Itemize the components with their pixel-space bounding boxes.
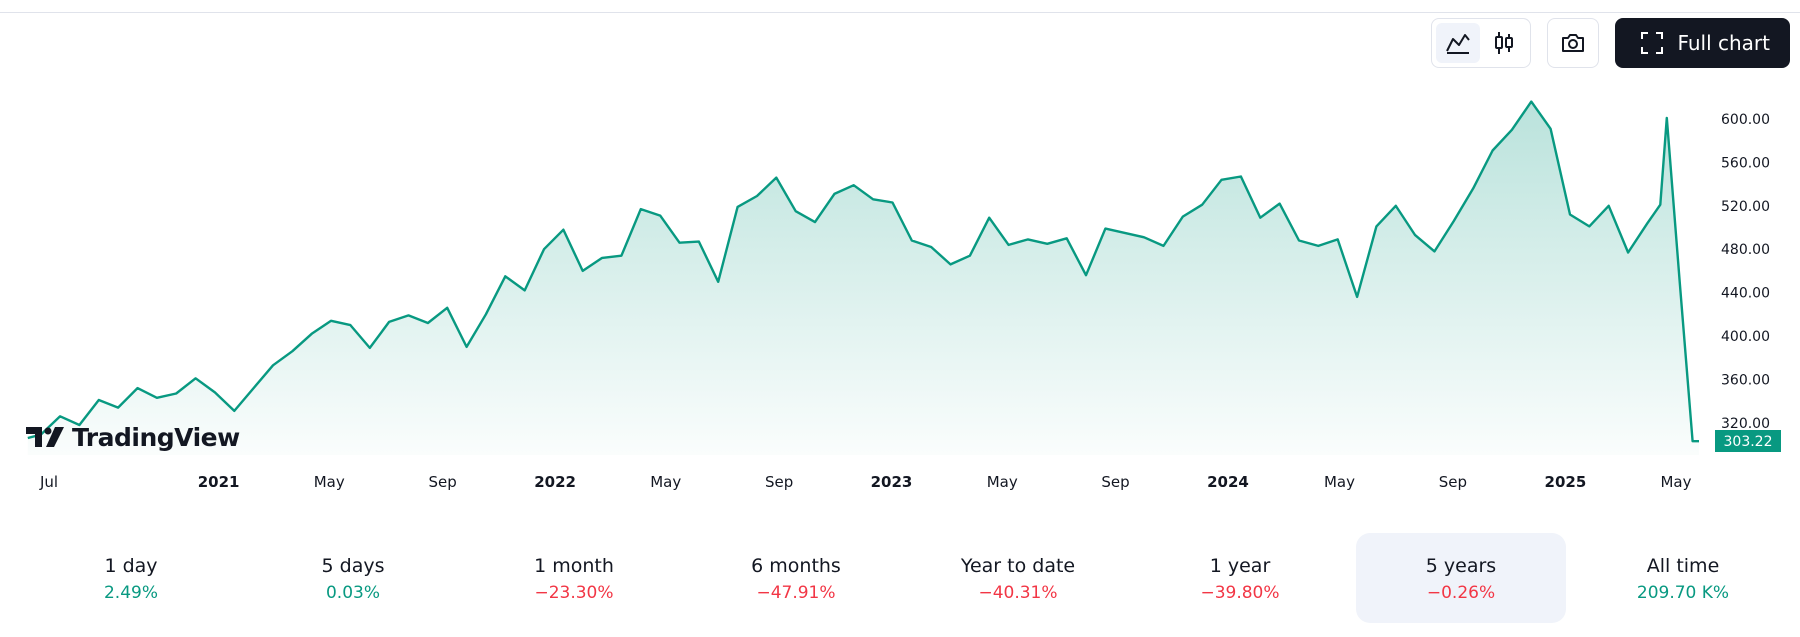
candlestick-icon — [1495, 32, 1514, 54]
current-price-label: 303.22 — [1724, 434, 1773, 450]
x-tick-label: May — [314, 473, 345, 491]
period-change-value: 209.70 K% — [1636, 583, 1730, 603]
y-tick-label: 440.00 — [1721, 286, 1770, 302]
period-label: 5 years — [1425, 555, 1497, 577]
chart-style-switch — [1431, 18, 1532, 68]
y-tick-label: 320.00 — [1721, 416, 1770, 432]
period-label: All time — [1646, 555, 1720, 577]
y-tick-label: 360.00 — [1721, 372, 1770, 388]
candlestick-chart-button[interactable] — [1482, 23, 1526, 63]
x-tick-label: 2023 — [871, 473, 913, 491]
period-year-to-date[interactable]: Year to date −40.31% — [913, 533, 1123, 623]
camera-icon — [1562, 34, 1585, 52]
tradingview-logo-text: TradingView — [72, 423, 240, 452]
chart-toolbar: Full chart — [1431, 18, 1790, 68]
y-tick-label: 520.00 — [1721, 199, 1770, 215]
period-all-time[interactable]: All time 209.70 K% — [1578, 533, 1788, 623]
top-divider — [0, 0, 1800, 13]
y-tick-label: 600.00 — [1721, 112, 1770, 128]
x-tick-label: May — [1324, 473, 1355, 491]
x-tick-label: 2022 — [534, 473, 576, 491]
period-1-day[interactable]: 1 day 2.49% — [26, 533, 236, 623]
x-tick-label: May — [1660, 473, 1691, 491]
period-change-value: −39.80% — [1200, 583, 1280, 603]
period-change-value: −40.31% — [978, 583, 1058, 603]
tradingview-logo[interactable]: TradingView — [26, 423, 240, 452]
period-change-value: −23.30% — [534, 583, 614, 603]
period-label: 1 day — [104, 555, 158, 577]
period-change-value: −47.91% — [756, 583, 836, 603]
period-label: 5 days — [321, 555, 385, 577]
period-change-value: 0.03% — [325, 583, 380, 603]
y-tick-label: 560.00 — [1721, 155, 1770, 171]
period-change-value: −0.26% — [1426, 583, 1496, 603]
period-change-value: 2.49% — [103, 583, 158, 603]
snapshot-button[interactable] — [1547, 18, 1600, 68]
full-chart-label: Full chart — [1677, 31, 1770, 55]
x-tick-label: Sep — [428, 473, 456, 491]
period-label: 1 year — [1209, 555, 1271, 577]
x-tick-label: Sep — [765, 473, 793, 491]
x-tick-label: Jul — [39, 473, 58, 491]
period-1-month[interactable]: 1 month −23.30% — [469, 533, 679, 623]
period-selector: 1 day 2.49% 5 days 0.03% 1 month −23.30% 6 mon… — [0, 533, 1800, 623]
x-tick-label: 2021 — [198, 473, 240, 491]
period-label: 6 months — [751, 555, 841, 577]
current-price-badge — [1715, 430, 1781, 452]
period-label: 1 month — [534, 555, 614, 577]
period-label: Year to date — [960, 555, 1076, 577]
price-area — [27, 101, 1699, 455]
price-line — [27, 100, 1699, 443]
x-tick-label: 2025 — [1545, 473, 1587, 491]
tradingview-logo-icon — [26, 426, 64, 447]
fullscreen-icon — [1641, 32, 1664, 54]
x-tick-label: May — [987, 473, 1018, 491]
y-tick-label: 400.00 — [1721, 329, 1770, 345]
period-5-years[interactable]: 5 years −0.26% — [1356, 533, 1566, 623]
period-1-year[interactable]: 1 year −39.80% — [1135, 533, 1345, 623]
period-6-months[interactable]: 6 months −47.91% — [691, 533, 901, 623]
area-chart-button[interactable] — [1436, 23, 1481, 63]
full-chart-button[interactable]: Full chart — [1615, 18, 1790, 68]
y-tick-label: 480.00 — [1721, 242, 1770, 258]
period-5-days[interactable]: 5 days 0.03% — [248, 533, 458, 623]
area-chart-icon — [1446, 34, 1471, 54]
x-tick-label: 2024 — [1207, 473, 1249, 491]
x-tick-label: Sep — [1439, 473, 1467, 491]
x-tick-label: Sep — [1101, 473, 1129, 491]
x-tick-label: May — [650, 473, 681, 491]
